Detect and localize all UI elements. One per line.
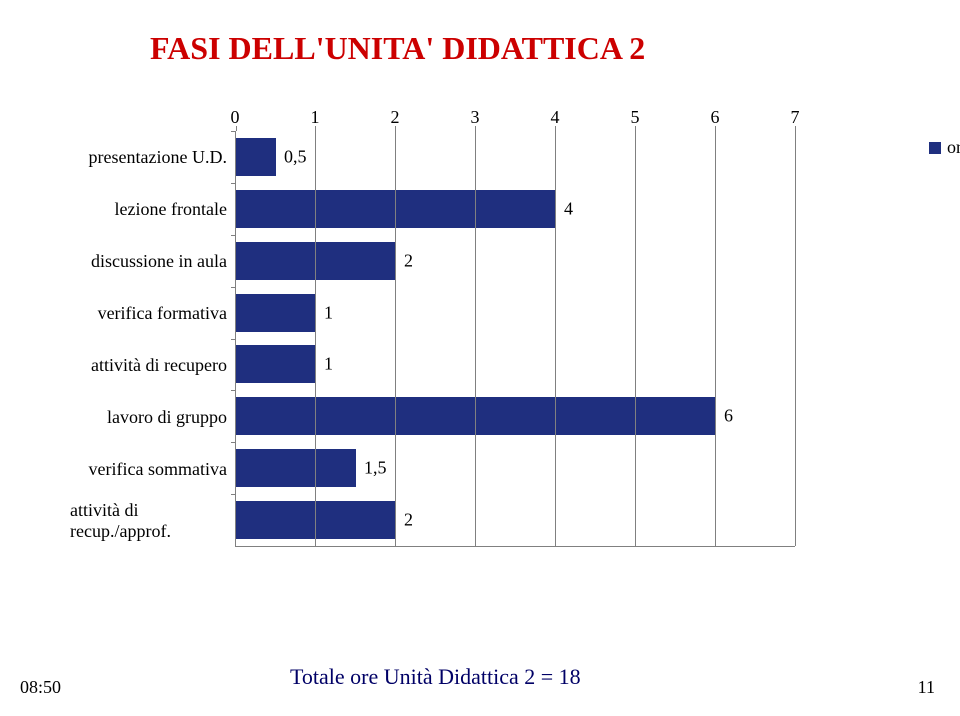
bar-row: 2 [236,494,795,546]
footer-time: 08:50 [20,677,61,698]
gridline [395,126,396,546]
bar: 1 [236,294,316,332]
bar: 1,5 [236,449,356,487]
bar: 1 [236,345,316,383]
bar-row: 6 [236,390,795,442]
bar-row: 4 [236,183,795,235]
bar: 6 [236,397,716,435]
bar-row: 1,5 [236,442,795,494]
legend-swatch [929,142,941,154]
x-tick-label: 2 [355,107,435,128]
bar-value-label: 0,5 [276,146,307,167]
legend: ore [929,137,960,158]
y-label: verifica sommativa [70,443,235,495]
y-label: presentazione U.D. [70,131,235,183]
y-label: attività di recupero [70,339,235,391]
y-label: attività di recup./approf. [70,495,235,547]
total-text: Totale ore Unità Didattica 2 = 18 [290,664,581,690]
y-label: verifica formativa [70,287,235,339]
y-label: lavoro di gruppo [70,391,235,443]
gridline [635,126,636,546]
gridline [795,126,796,546]
bar-value-label: 1 [316,302,333,323]
bar-row: 2 [236,235,795,287]
bar: 2 [236,501,396,539]
bar-value-label: 2 [396,510,413,531]
bar-row: 1 [236,287,795,339]
y-label: discussione in aula [70,235,235,287]
bar-chart: presentazione U.D.lezione frontalediscus… [70,107,890,547]
bar-value-label: 2 [396,250,413,271]
gridline [475,126,476,546]
page-title: FASI DELL'UNITA' DIDATTICA 2 [70,30,890,67]
y-label: lezione frontale [70,183,235,235]
x-tick-label: 6 [675,107,755,128]
x-tick-label: 1 [275,107,355,128]
gridline [715,126,716,546]
gridline [555,126,556,546]
x-tick-label: 4 [515,107,595,128]
x-tick-label: 0 [195,107,275,128]
bar-row: 1 [236,339,795,391]
footer-page: 11 [918,677,935,698]
x-tick-label: 7 [755,107,835,128]
bar: 2 [236,242,396,280]
x-tick-label: 3 [435,107,515,128]
bar-value-label: 6 [716,406,733,427]
x-tick-label: 5 [595,107,675,128]
bar: 4 [236,190,556,228]
bar-row: 0,5 [236,131,795,183]
bar-value-label: 1,5 [356,458,387,479]
legend-label: ore [947,137,960,158]
bar-value-label: 4 [556,198,573,219]
bar-value-label: 1 [316,354,333,375]
bar: 0,5 [236,138,276,176]
gridline [315,126,316,546]
